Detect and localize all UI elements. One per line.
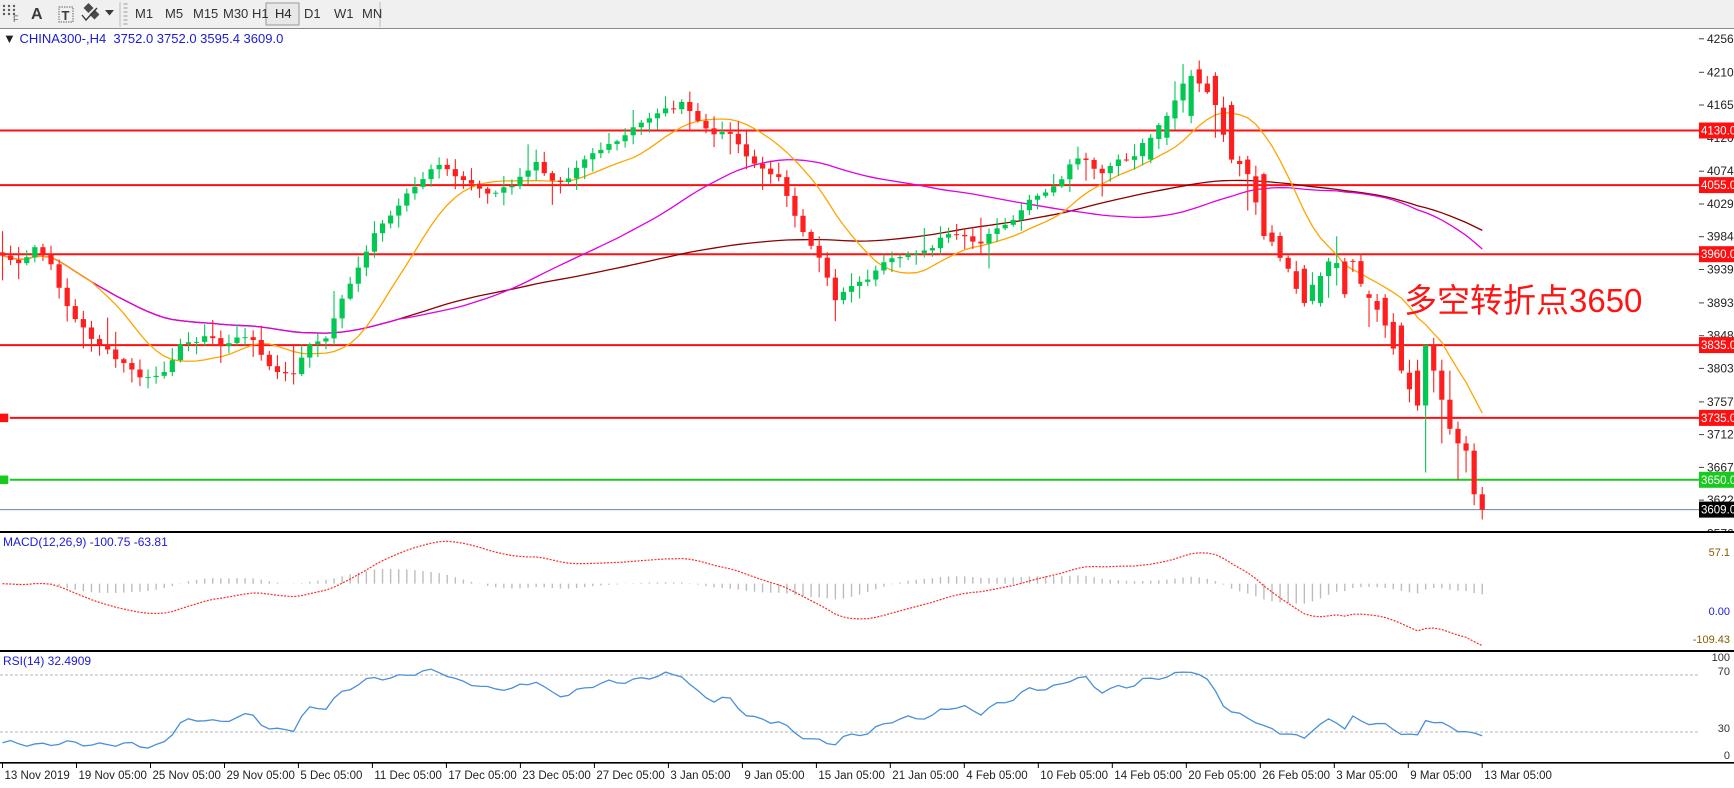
svg-text:3893.0: 3893.0 — [1707, 296, 1734, 310]
svg-text:4074.0: 4074.0 — [1707, 164, 1734, 178]
svg-text:29 Nov 05:00: 29 Nov 05:00 — [227, 770, 295, 782]
svg-text:4029.0: 4029.0 — [1707, 197, 1734, 211]
svg-text:11 Dec 05:00: 11 Dec 05:00 — [374, 770, 442, 782]
svg-text:23 Dec 05:00: 23 Dec 05:00 — [522, 770, 590, 782]
svg-text:19 Nov 05:00: 19 Nov 05:00 — [79, 770, 147, 782]
svg-text:4055.0: 4055.0 — [1701, 180, 1734, 192]
svg-text:3609.0: 3609.0 — [1701, 505, 1734, 517]
svg-text:多空转折点3650: 多空转折点3650 — [1404, 282, 1642, 319]
svg-text:3757.0: 3757.0 — [1707, 395, 1734, 409]
svg-text:13 Nov 2019: 13 Nov 2019 — [5, 770, 70, 782]
svg-text:A: A — [31, 6, 43, 23]
svg-text:3650.0: 3650.0 — [1701, 475, 1734, 487]
svg-text:4 Feb 05:00: 4 Feb 05:00 — [966, 770, 1027, 782]
svg-text:F: F — [13, 14, 19, 24]
svg-text:5 Dec 05:00: 5 Dec 05:00 — [300, 770, 362, 782]
svg-text:26 Feb 05:00: 26 Feb 05:00 — [1262, 770, 1330, 782]
svg-text:3735.0: 3735.0 — [1701, 413, 1734, 425]
svg-text:3984.0: 3984.0 — [1707, 230, 1734, 244]
svg-text:10 Feb 05:00: 10 Feb 05:00 — [1040, 770, 1108, 782]
svg-text:21 Jan 05:00: 21 Jan 05:00 — [892, 770, 959, 782]
svg-text:T: T — [62, 8, 70, 23]
svg-text:3803.0: 3803.0 — [1707, 361, 1734, 375]
svg-text:20 Feb 05:00: 20 Feb 05:00 — [1188, 770, 1256, 782]
svg-text:3 Jan 05:00: 3 Jan 05:00 — [670, 770, 730, 782]
svg-text:4256.0: 4256.0 — [1707, 32, 1734, 46]
svg-text:27 Dec 05:00: 27 Dec 05:00 — [596, 770, 664, 782]
svg-text:4130.0: 4130.0 — [1701, 126, 1734, 138]
svg-text:9 Mar 05:00: 9 Mar 05:00 — [1410, 770, 1471, 782]
svg-text:15 Jan 05:00: 15 Jan 05:00 — [818, 770, 885, 782]
svg-text:3 Mar 05:00: 3 Mar 05:00 — [1336, 770, 1397, 782]
svg-text:25 Nov 05:00: 25 Nov 05:00 — [153, 770, 221, 782]
svg-text:13 Mar 05:00: 13 Mar 05:00 — [1484, 770, 1552, 782]
svg-text:4210.0: 4210.0 — [1707, 65, 1734, 79]
svg-text:4165.0: 4165.0 — [1707, 98, 1734, 112]
svg-text:9 Jan 05:00: 9 Jan 05:00 — [744, 770, 804, 782]
svg-text:14 Feb 05:00: 14 Feb 05:00 — [1114, 770, 1182, 782]
svg-text:3835.0: 3835.0 — [1701, 340, 1734, 352]
svg-text:17 Dec 05:00: 17 Dec 05:00 — [448, 770, 516, 782]
svg-text:3712.0: 3712.0 — [1707, 428, 1734, 442]
svg-text:3960.0: 3960.0 — [1701, 249, 1734, 261]
svg-text:3939.0: 3939.0 — [1707, 263, 1734, 277]
